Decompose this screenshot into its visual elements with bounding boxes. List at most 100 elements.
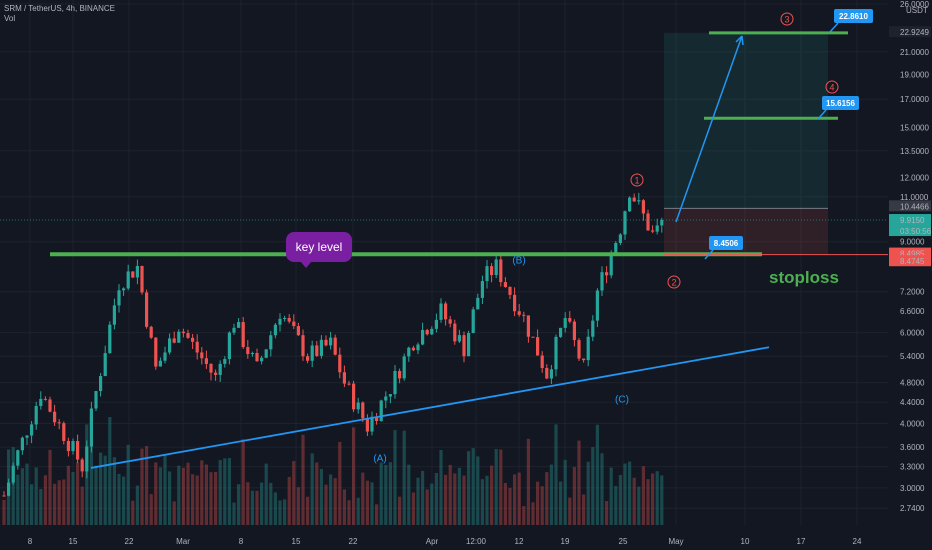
volume-bar [200, 460, 204, 525]
candle-body [296, 326, 300, 336]
candle-body [112, 305, 116, 325]
candle-body [531, 336, 535, 338]
candle-body [7, 482, 11, 496]
volume-bar [434, 472, 438, 525]
volume-bar [384, 464, 388, 525]
candle-body [499, 259, 503, 283]
volume-bar [30, 484, 34, 525]
volume-bar [499, 449, 503, 525]
price-tick-label: 15.0000 [900, 123, 929, 132]
volume-bar [66, 465, 70, 525]
volume-bar [508, 487, 512, 525]
candle-body [181, 331, 185, 334]
volume-bar [237, 484, 241, 525]
price-tick-label: 4.8000 [900, 379, 925, 388]
volume-bar [623, 463, 627, 525]
candle-body [407, 347, 411, 357]
volume-bar [43, 475, 47, 525]
profit-zone [664, 32, 828, 209]
candle-body [34, 406, 38, 425]
candle-body [342, 372, 346, 384]
candle-body [71, 441, 75, 452]
volume-bar [214, 471, 218, 525]
projection-arrow [675, 35, 743, 223]
candle-body [430, 328, 434, 335]
volume-bar [444, 474, 448, 525]
volume-bar [34, 467, 38, 525]
volume-bar [117, 473, 121, 525]
candle-body [628, 197, 632, 212]
volume-bar [39, 488, 43, 525]
volume-bar [273, 492, 277, 525]
candle-body [306, 356, 310, 361]
candle-body [292, 321, 296, 327]
volume-bar [310, 453, 314, 525]
target-1-tag: 22.8610 [834, 9, 873, 23]
candle-body [582, 358, 586, 361]
volume-bar [218, 460, 222, 525]
volume-bar [549, 464, 553, 525]
candle-body [204, 358, 208, 364]
candle-body [379, 400, 383, 422]
candle-body [338, 354, 342, 373]
time-tick-label: 22 [125, 537, 134, 546]
volume-bar [62, 479, 66, 525]
price-tick-label: 21.0000 [900, 48, 929, 57]
volume-bar [632, 477, 636, 525]
volume-bar [20, 468, 24, 525]
candle-body [655, 225, 659, 232]
time-tick-label: 12 [515, 537, 524, 546]
price-tick-label: 10.4466 [900, 202, 929, 211]
volume-bar [614, 485, 618, 525]
time-tick-label: 25 [619, 537, 628, 546]
time-tick-label: 8 [28, 537, 33, 546]
candle-body [545, 367, 549, 379]
wave-circle [667, 275, 681, 289]
volume-bar [264, 463, 268, 525]
candle-body [25, 435, 29, 438]
price-tick-label: 22.9249 [900, 28, 929, 37]
volume-bar [53, 483, 57, 525]
volume-bar [48, 449, 52, 525]
candle-body [646, 213, 650, 231]
candle-body [43, 398, 47, 400]
volume-bar [388, 462, 392, 525]
target-2-tag-text: 15.6156 [826, 99, 855, 108]
volume-bar [531, 502, 535, 525]
candle-body [411, 347, 415, 351]
volume-bar [600, 453, 604, 525]
volume-label: Vol [4, 14, 16, 23]
price-tag-bg [889, 214, 931, 237]
candle-body [39, 398, 43, 407]
volume-bar [356, 497, 360, 525]
candle-body [549, 369, 553, 379]
volume-bar [283, 499, 287, 525]
volume-bar [287, 476, 291, 525]
candle-body [30, 424, 34, 436]
volume-bar [605, 500, 609, 525]
candle-body [186, 333, 190, 338]
volume-bar [545, 472, 549, 525]
volume-bar [618, 474, 622, 525]
price-tick-label: 6.6000 [900, 307, 925, 316]
price-tick-label: 2.7400 [900, 504, 925, 513]
candle-body [76, 441, 80, 460]
volume-bar [333, 478, 337, 525]
candle-body [577, 340, 581, 359]
candle-body [476, 297, 480, 310]
volume-bar [204, 464, 208, 525]
volume-bar [319, 468, 323, 525]
price-tag-bg [889, 200, 931, 212]
candle-body [329, 337, 333, 346]
time-tick-label: 12:00 [466, 537, 487, 546]
candle-body [471, 309, 475, 334]
candle-body [11, 465, 15, 483]
volume-bar [361, 472, 365, 525]
price-tick-label: 19.0000 [900, 70, 929, 79]
volume-bar [480, 479, 484, 525]
volume-bar [457, 467, 461, 525]
volume-bar [260, 482, 264, 525]
candle-body [195, 341, 199, 353]
volume-bar [255, 490, 259, 525]
